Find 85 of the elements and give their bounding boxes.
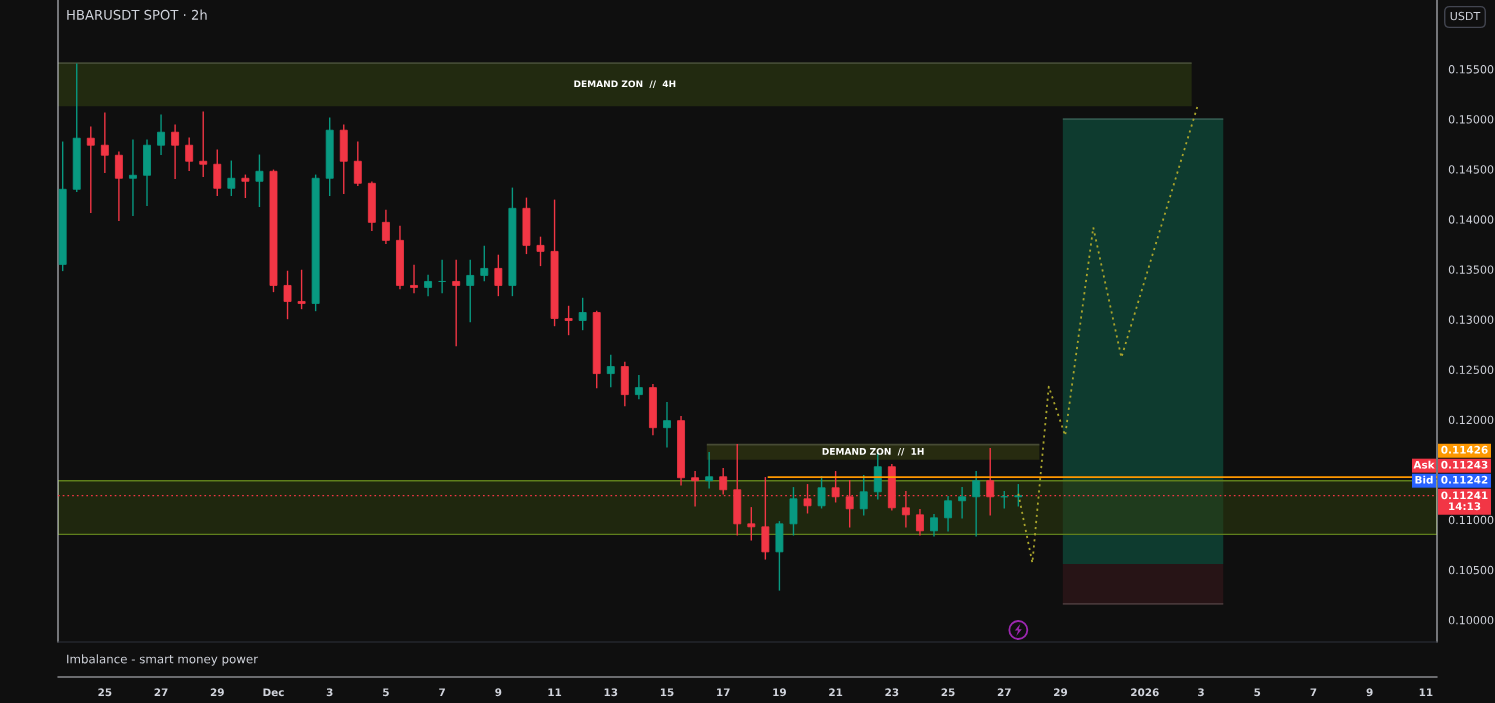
candlestick <box>536 236 545 267</box>
candlestick <box>606 354 615 388</box>
candlestick <box>241 174 250 199</box>
y-tick-label: 0.11000 <box>1448 515 1494 525</box>
x-tick-label: 3 <box>1198 688 1204 697</box>
x-tick-label: Dec <box>263 688 284 697</box>
candlestick <box>944 496 952 532</box>
x-tick-label: 9 <box>1366 688 1373 697</box>
annotation: Ask <box>1413 460 1435 469</box>
candlestick <box>494 254 503 297</box>
candlestick <box>1014 484 1023 507</box>
candlestick <box>634 374 643 400</box>
ref-line-label: 0.11241 14:13 <box>1441 491 1488 511</box>
x-tick-label: 27 <box>997 688 1011 697</box>
candlestick <box>719 468 728 495</box>
x-tick-label: 2026 <box>1131 688 1159 697</box>
y-tick-label: 0.13000 <box>1448 315 1494 324</box>
candlestick <box>747 507 756 541</box>
x-tick-label: 7 <box>1310 688 1317 697</box>
x-tick-label: 21 <box>829 688 843 697</box>
x-tick-label: 11 <box>1419 688 1433 697</box>
candlestick <box>466 259 475 323</box>
y-tick-label: 0.12000 <box>1448 415 1494 425</box>
candlestick <box>564 305 573 336</box>
x-tick-label: 23 <box>885 688 899 697</box>
candlestick <box>100 112 109 173</box>
candlestick <box>663 401 671 448</box>
candlestick <box>185 137 194 171</box>
text: HBARUSDT SPOT · 2h <box>67 9 207 20</box>
y-tick-label: 0.10000 <box>1448 615 1494 625</box>
candlestick <box>480 245 489 282</box>
candlestick <box>283 270 292 320</box>
series-label: DEMAND ZON // 1H <box>822 448 924 456</box>
series-label: DEMAND ZON // 4H <box>574 80 676 88</box>
x-tick-label: 25 <box>98 688 112 697</box>
text: Imbalance - smart money power <box>67 654 259 666</box>
candlestick <box>972 471 981 537</box>
candlestick <box>381 209 390 245</box>
candlestick <box>916 509 924 536</box>
x-tick-label: 25 <box>941 688 955 697</box>
candlestick <box>255 154 264 208</box>
x-tick-label: 9 <box>495 688 502 697</box>
candlestick <box>171 124 180 179</box>
x-tick-label: 3 <box>326 688 333 697</box>
annotation: Bid <box>1415 475 1433 484</box>
candlestick <box>353 141 362 186</box>
y-tick-label: 0.14500 <box>1448 165 1494 174</box>
x-tick-label: 29 <box>210 688 224 697</box>
candlestick <box>452 259 461 347</box>
x-tick-label: 5 <box>1254 688 1261 697</box>
x-tick-label: 11 <box>548 688 562 697</box>
candlestick <box>831 471 840 503</box>
candlestick <box>859 475 868 516</box>
text: 0.11243 <box>1441 460 1488 469</box>
data-label: 0.11426 <box>1441 445 1488 454</box>
x-tick-label: 29 <box>1054 688 1068 697</box>
y-tick-label: 0.14000 <box>1448 215 1494 224</box>
y-tick-label: 0.10500 <box>1448 565 1494 575</box>
x-tick-label: 27 <box>154 688 168 697</box>
candlestick <box>86 126 95 214</box>
x-tick-label: 15 <box>660 688 674 697</box>
text: 0.11242 <box>1441 475 1488 484</box>
candlestick <box>705 452 714 489</box>
candlestick <box>578 297 587 331</box>
x-tick-label: 17 <box>717 688 730 697</box>
candlestick <box>410 264 418 294</box>
candlestick <box>930 514 938 537</box>
candlestick <box>129 139 137 217</box>
candlestick <box>297 269 306 310</box>
candlestick <box>227 160 236 196</box>
y-tick-label: 0.15500 <box>1448 65 1494 74</box>
x-tick-label: 7 <box>439 688 445 697</box>
candlestick <box>199 111 208 177</box>
x-tick-label: 5 <box>383 688 389 697</box>
x-tick-label: 19 <box>773 688 786 697</box>
candlestick <box>958 487 967 519</box>
x-tick-label: 13 <box>604 688 618 697</box>
candlestick <box>424 274 433 297</box>
y-tick-label: 0.15000 <box>1448 115 1494 124</box>
candlestick <box>114 151 123 222</box>
candlestick <box>157 114 165 155</box>
y-axis-title: USDT <box>1450 11 1481 21</box>
y-tick-label: 0.13500 <box>1448 265 1494 274</box>
candlestick <box>817 476 826 509</box>
y-tick-label: 0.12500 <box>1448 365 1494 374</box>
